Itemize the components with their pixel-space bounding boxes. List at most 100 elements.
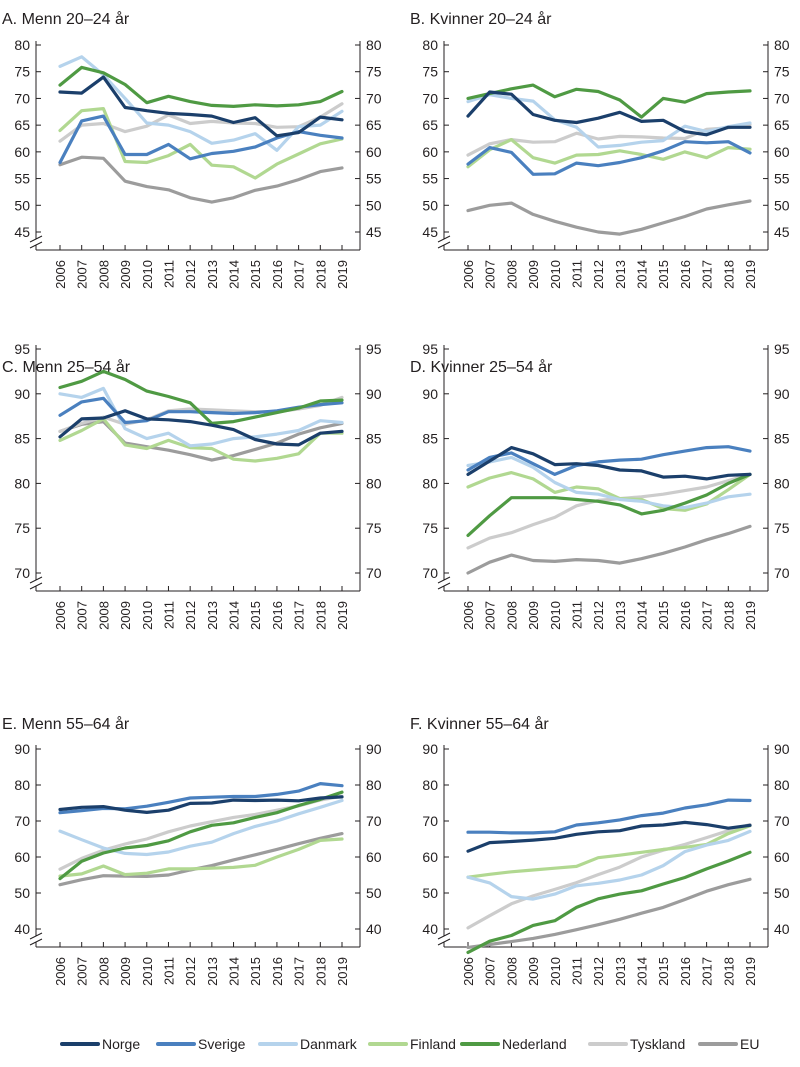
axis-break-mark [29, 582, 43, 590]
x-tick-label: 2016 [678, 260, 693, 289]
y-tick-label-left: 90 [14, 386, 30, 402]
y-tick-label-left: 75 [422, 64, 438, 80]
axis-break-mark [29, 938, 43, 946]
series-line-tyskland [466, 822, 752, 930]
y-tick-label-left: 70 [14, 565, 30, 581]
y-tick-label-left: 40 [422, 921, 438, 937]
y-tick-label-right: 90 [366, 386, 382, 402]
y-tick-label-right: 50 [774, 197, 790, 213]
x-tick-label: 2018 [313, 601, 328, 630]
series-line-sverige [466, 445, 752, 476]
axis-break-gap [436, 239, 452, 245]
y-tick-label-right: 80 [366, 475, 382, 491]
x-tick-label: 2011 [161, 957, 176, 985]
y-tick-label-left: 65 [14, 117, 30, 133]
axis-break-gap [28, 936, 44, 942]
legend-label-sverige: Sverige [198, 1036, 246, 1052]
y-tick-label-right: 75 [774, 520, 790, 536]
x-tick-label: 2009 [526, 260, 541, 289]
y-tick-label-left: 55 [14, 171, 30, 187]
x-tick-label: 2015 [656, 601, 671, 630]
x-tick-label: 2019 [743, 601, 758, 630]
y-tick-label-left: 80 [14, 475, 30, 491]
x-tick-label: 2019 [335, 601, 350, 630]
series-line-finland [58, 106, 344, 180]
x-tick-label: 2008 [96, 601, 111, 630]
y-tick-label-right: 75 [366, 520, 382, 536]
x-tick-label: 2017 [700, 957, 715, 986]
series-line-danmark [466, 455, 752, 510]
y-tick-label-left: 45 [422, 224, 438, 240]
legend-label-tyskland: Tyskland [630, 1036, 685, 1052]
y-tick-label-left: 90 [422, 741, 438, 757]
x-tick-label: 2014 [635, 957, 650, 986]
y-tick-label-right: 70 [774, 813, 790, 829]
x-tick-label: 2014 [635, 601, 650, 630]
x-tick-label: 2008 [504, 957, 519, 986]
x-tick-label: 2009 [118, 260, 133, 289]
y-tick-label-right: 70 [366, 90, 382, 106]
x-tick-label: 2011 [569, 601, 584, 629]
y-tick-label-left: 70 [14, 90, 30, 106]
x-tick-label: 2006 [461, 957, 476, 986]
y-tick-label-left: 80 [14, 777, 30, 793]
y-tick-label-left: 95 [422, 341, 438, 357]
x-tick-label: 2018 [721, 260, 736, 289]
y-tick-label-left: 50 [422, 197, 438, 213]
axis-break-mark [29, 235, 43, 243]
y-tick-label-right: 95 [774, 341, 790, 357]
series-line-nederland [58, 65, 344, 109]
x-tick-label: 2016 [270, 957, 285, 986]
x-tick-label: 2016 [678, 601, 693, 630]
x-tick-label: 2007 [75, 957, 90, 986]
y-tick-label-left: 50 [14, 885, 30, 901]
y-tick-label-right: 70 [366, 565, 382, 581]
panel-title: F. Kvinner 55–64 år [410, 715, 549, 733]
x-tick-label: 2008 [504, 601, 519, 630]
panel-a: A. Menn 20–24 år 80 80 75 75 70 70 65 65 60 60 55 55… [2, 10, 382, 289]
y-tick-label-right: 50 [366, 885, 382, 901]
y-tick-label-left: 45 [14, 224, 30, 240]
series-line-sverige [466, 798, 752, 835]
x-tick-label: 2007 [483, 601, 498, 630]
legend-label-danmark: Danmark [300, 1036, 358, 1052]
y-tick-label-right: 60 [366, 144, 382, 160]
x-tick-label: 2010 [548, 260, 563, 289]
x-tick-label: 2007 [75, 260, 90, 289]
y-tick-label-right: 40 [366, 921, 382, 937]
series-line-norge [466, 446, 752, 481]
series-line-danmark [466, 829, 752, 901]
y-tick-label-right: 60 [774, 144, 790, 160]
series-line-danmark [58, 55, 344, 152]
panel-f: F. Kvinner 55–64 år 90 90 80 80 70 70 60 60 50 50 4… [410, 715, 790, 986]
legend-label-eu: EU [740, 1036, 759, 1052]
y-tick-label-right: 80 [366, 37, 382, 53]
y-tick-label-left: 75 [422, 520, 438, 536]
x-tick-label: 2018 [721, 601, 736, 630]
series-line-finland [466, 138, 752, 169]
x-tick-label: 2008 [96, 260, 111, 289]
y-tick-label-right: 80 [774, 37, 790, 53]
x-tick-label: 2016 [678, 957, 693, 986]
y-tick-label-left: 80 [14, 37, 30, 53]
x-tick-label: 2016 [270, 260, 285, 289]
series-line-eu [466, 877, 752, 950]
series-line-sverige [466, 140, 752, 176]
x-tick-label: 2006 [53, 957, 68, 986]
y-tick-label-right: 80 [774, 475, 790, 491]
x-tick-label: 2012 [183, 957, 198, 986]
x-tick-label: 2012 [591, 957, 606, 986]
axis-break-mark [437, 932, 451, 940]
series-line-norge [466, 90, 752, 137]
x-tick-label: 2011 [161, 601, 176, 629]
x-tick-label: 2010 [140, 601, 155, 630]
y-tick-label-left: 70 [14, 813, 30, 829]
x-tick-label: 2019 [743, 957, 758, 986]
x-tick-label: 2013 [613, 601, 628, 630]
axis-break-mark [437, 582, 451, 590]
x-tick-label: 2009 [526, 957, 541, 986]
x-tick-label: 2011 [569, 260, 584, 288]
x-tick-label: 2014 [227, 260, 242, 289]
x-tick-label: 2013 [613, 957, 628, 986]
